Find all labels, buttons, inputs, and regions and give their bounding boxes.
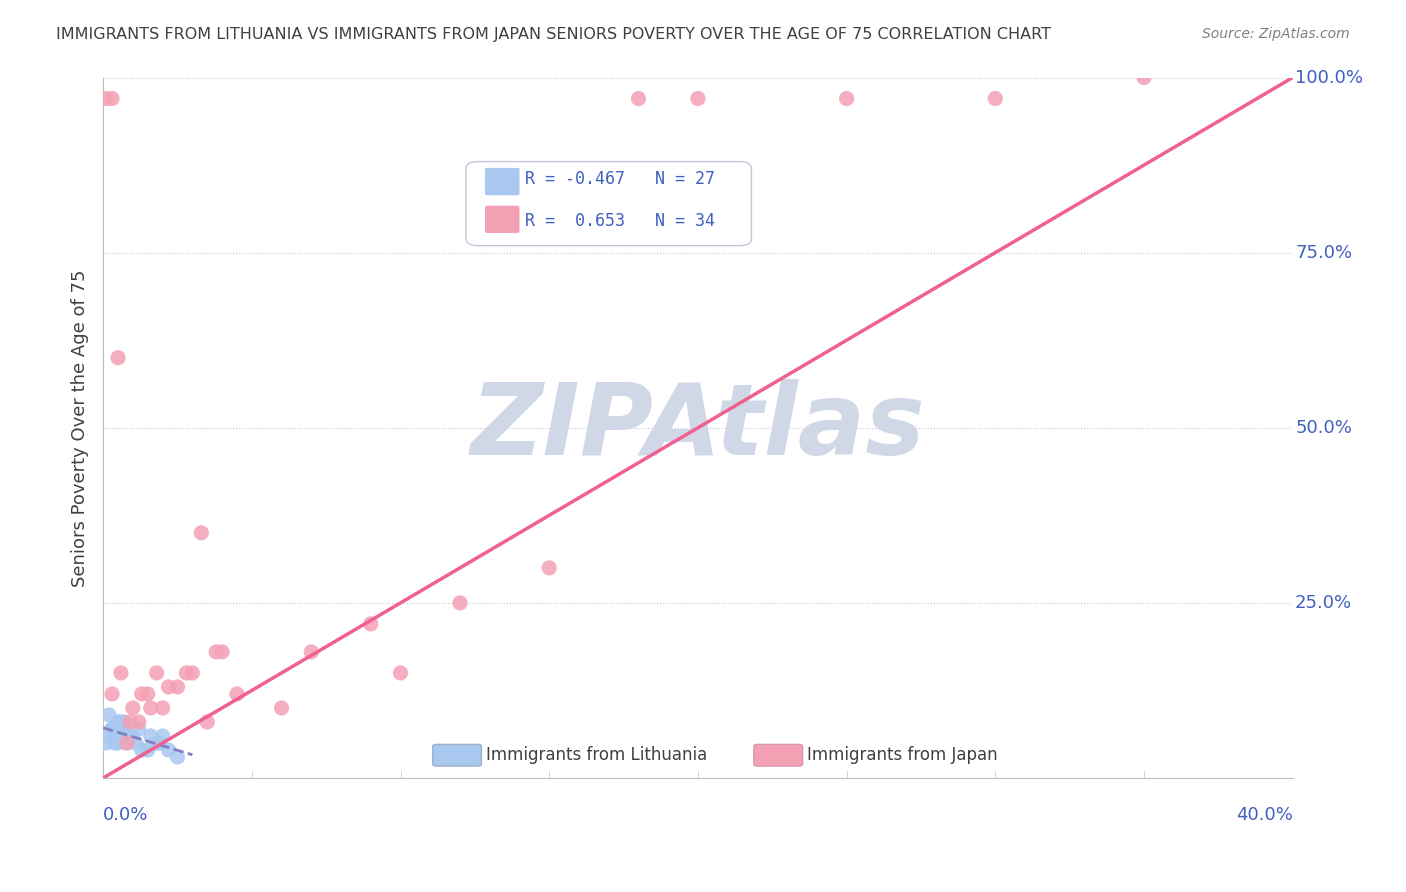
FancyBboxPatch shape [754,745,803,766]
Point [94,736,117,750]
Point [115,736,138,750]
Point [152,701,174,715]
Point [112,722,135,736]
Point [128,722,150,736]
Text: R =  0.653   N = 34: R = 0.653 N = 34 [526,212,716,230]
Point [136,743,159,757]
Point [118,729,141,743]
Text: 0.0%: 0.0% [103,806,149,824]
Text: R = -0.467   N = 27: R = -0.467 N = 27 [526,170,716,188]
Point [226,687,249,701]
Point [449,596,471,610]
Point [686,91,709,105]
Point [149,736,172,750]
Text: Immigrants from Japan: Immigrants from Japan [807,746,998,764]
Point [270,701,292,715]
Point [110,665,132,680]
Point [139,701,162,715]
Point [205,645,228,659]
Point [101,687,124,701]
Text: 25.0%: 25.0% [1295,594,1353,612]
Text: 75.0%: 75.0% [1295,244,1353,261]
Point [157,680,180,694]
Point [136,687,159,701]
Point [110,729,132,743]
Point [145,736,167,750]
Point [107,351,129,365]
Text: ZIPAtlas: ZIPAtlas [471,379,925,476]
Point [98,729,121,743]
Point [101,722,124,736]
Point [211,645,233,659]
Text: 50.0%: 50.0% [1295,418,1353,437]
Text: Immigrants from Lithuania: Immigrants from Lithuania [486,746,707,764]
Point [107,714,129,729]
Point [389,665,412,680]
Point [104,736,127,750]
Point [128,714,150,729]
Point [118,714,141,729]
Text: 40.0%: 40.0% [1236,806,1292,824]
Point [107,736,129,750]
Point [122,729,145,743]
Text: IMMIGRANTS FROM LITHUANIA VS IMMIGRANTS FROM JAPAN SENIORS POVERTY OVER THE AGE : IMMIGRANTS FROM LITHUANIA VS IMMIGRANTS … [56,27,1052,42]
Point [122,701,145,715]
Point [152,729,174,743]
Point [131,687,153,701]
Point [125,736,148,750]
Point [181,665,204,680]
Point [835,91,858,105]
Point [145,665,167,680]
Point [538,561,561,575]
Point [627,91,650,105]
Point [1133,70,1156,85]
Point [98,708,121,723]
Point [101,722,124,736]
Point [101,91,124,105]
FancyBboxPatch shape [485,168,519,195]
Point [115,736,138,750]
Point [190,525,212,540]
Text: Source: ZipAtlas.com: Source: ZipAtlas.com [1202,27,1350,41]
Point [139,729,162,743]
Text: 100.0%: 100.0% [1295,69,1362,87]
Point [110,714,132,729]
Point [166,750,188,764]
Point [984,91,1007,105]
Point [176,665,198,680]
FancyBboxPatch shape [485,206,519,233]
Point [115,729,138,743]
Point [112,714,135,729]
Point [131,743,153,757]
Point [360,616,382,631]
Point [166,680,188,694]
Point [195,714,218,729]
FancyBboxPatch shape [465,161,751,245]
Y-axis label: Seniors Poverty Over the Age of 75: Seniors Poverty Over the Age of 75 [72,269,89,587]
Point [94,91,117,105]
FancyBboxPatch shape [433,745,481,766]
Point [104,722,127,736]
Point [299,645,322,659]
Point [157,743,180,757]
